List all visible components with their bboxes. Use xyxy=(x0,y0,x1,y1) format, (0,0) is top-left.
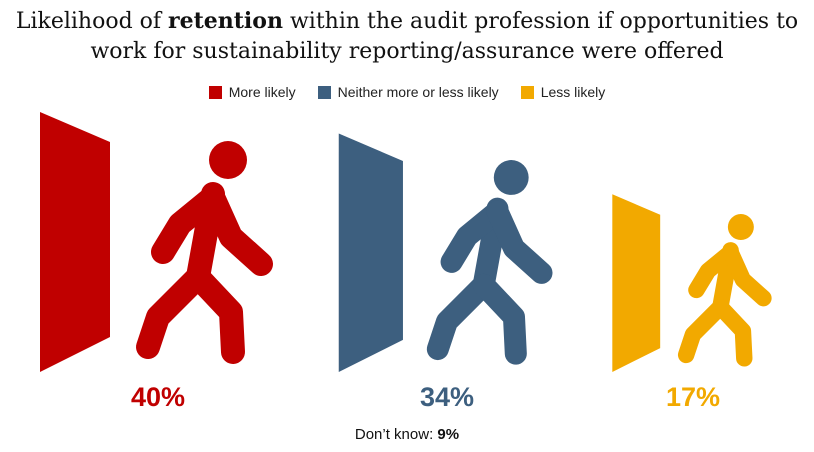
legend-swatch xyxy=(520,85,534,99)
footnote-label: Don’t know: xyxy=(354,426,438,443)
door-shape xyxy=(40,112,110,372)
pictogram-mark-neither xyxy=(338,133,553,372)
walking-figure-icon xyxy=(426,160,553,365)
legend-label: Less likely xyxy=(540,84,606,100)
door-shape xyxy=(612,194,661,372)
legend-label: More likely xyxy=(228,84,296,100)
door-shape xyxy=(338,133,403,372)
value-label-less-likely: 17% xyxy=(666,382,720,412)
title-suffix: within the audit profession if opportuni… xyxy=(90,9,799,64)
walking-figure-icon xyxy=(136,141,273,364)
legend: More likely Neither more or less likely … xyxy=(0,84,814,100)
legend-label: Neither more or less likely xyxy=(337,84,499,100)
legend-item-less-likely: Less likely xyxy=(520,84,606,100)
chart-title: Likelihood of retention within the audit… xyxy=(0,6,814,67)
value-label-more-likely: 40% xyxy=(131,382,185,412)
footnote-value: 9% xyxy=(437,426,460,443)
walking-figure-icon xyxy=(677,214,772,367)
legend-item-more-likely: More likely xyxy=(208,84,296,100)
legend-item-neither: Neither more or less likely xyxy=(317,84,499,100)
legend-swatch xyxy=(317,85,331,99)
legend-swatch xyxy=(208,85,222,99)
pictogram-mark-more-likely xyxy=(40,112,273,372)
footnote-dont-know: Don’t know: 9% xyxy=(0,426,814,443)
value-label-neither: 34% xyxy=(420,382,474,412)
title-prefix: Likelihood of xyxy=(15,9,169,34)
title-bold: retention xyxy=(168,8,283,34)
pictogram-mark-less-likely xyxy=(612,194,772,372)
